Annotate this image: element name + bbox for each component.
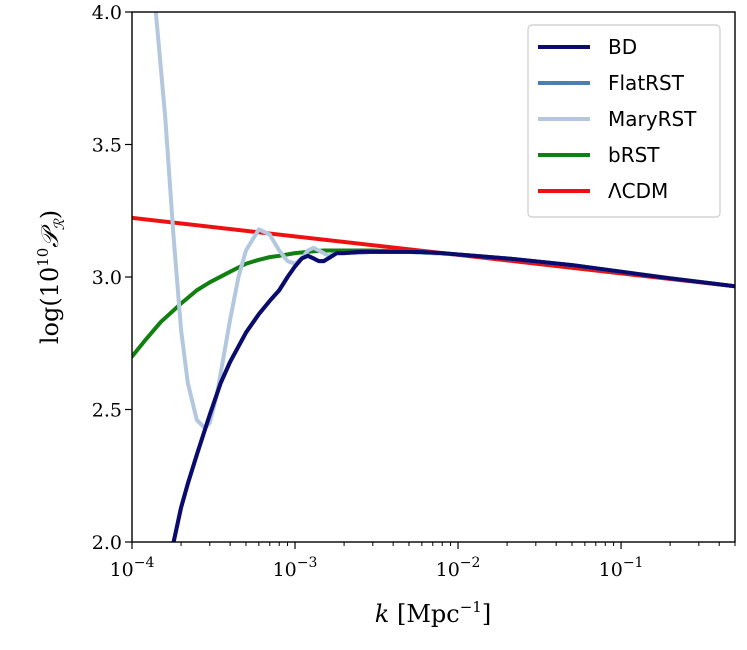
y-axis-title: log(1010𝒫ℛ) bbox=[34, 210, 68, 344]
x-tick-label: 10−2 bbox=[436, 555, 481, 581]
legend-label: bRST bbox=[608, 143, 660, 167]
legend: BD FlatRST MaryRST bRST ΛCDM bbox=[528, 25, 720, 217]
y-tick-label: 3.5 bbox=[92, 135, 122, 157]
y-tick-label: 4.0 bbox=[92, 2, 122, 24]
x-tick-label: 10−3 bbox=[273, 555, 318, 581]
legend-label: BD bbox=[608, 35, 637, 59]
legend-label: FlatRST bbox=[608, 71, 685, 95]
x-tick-label: 10−4 bbox=[110, 555, 155, 581]
y-tick-label: 2.0 bbox=[92, 532, 122, 554]
legend-label: MaryRST bbox=[608, 107, 697, 131]
y-tick-label: 3.0 bbox=[92, 267, 122, 289]
x-tick-label: 10−1 bbox=[599, 555, 644, 581]
y-tick-label: 2.5 bbox=[92, 400, 122, 422]
x-axis-title: k [Mpc−1] bbox=[375, 598, 491, 628]
legend-label: ΛCDM bbox=[608, 179, 668, 203]
